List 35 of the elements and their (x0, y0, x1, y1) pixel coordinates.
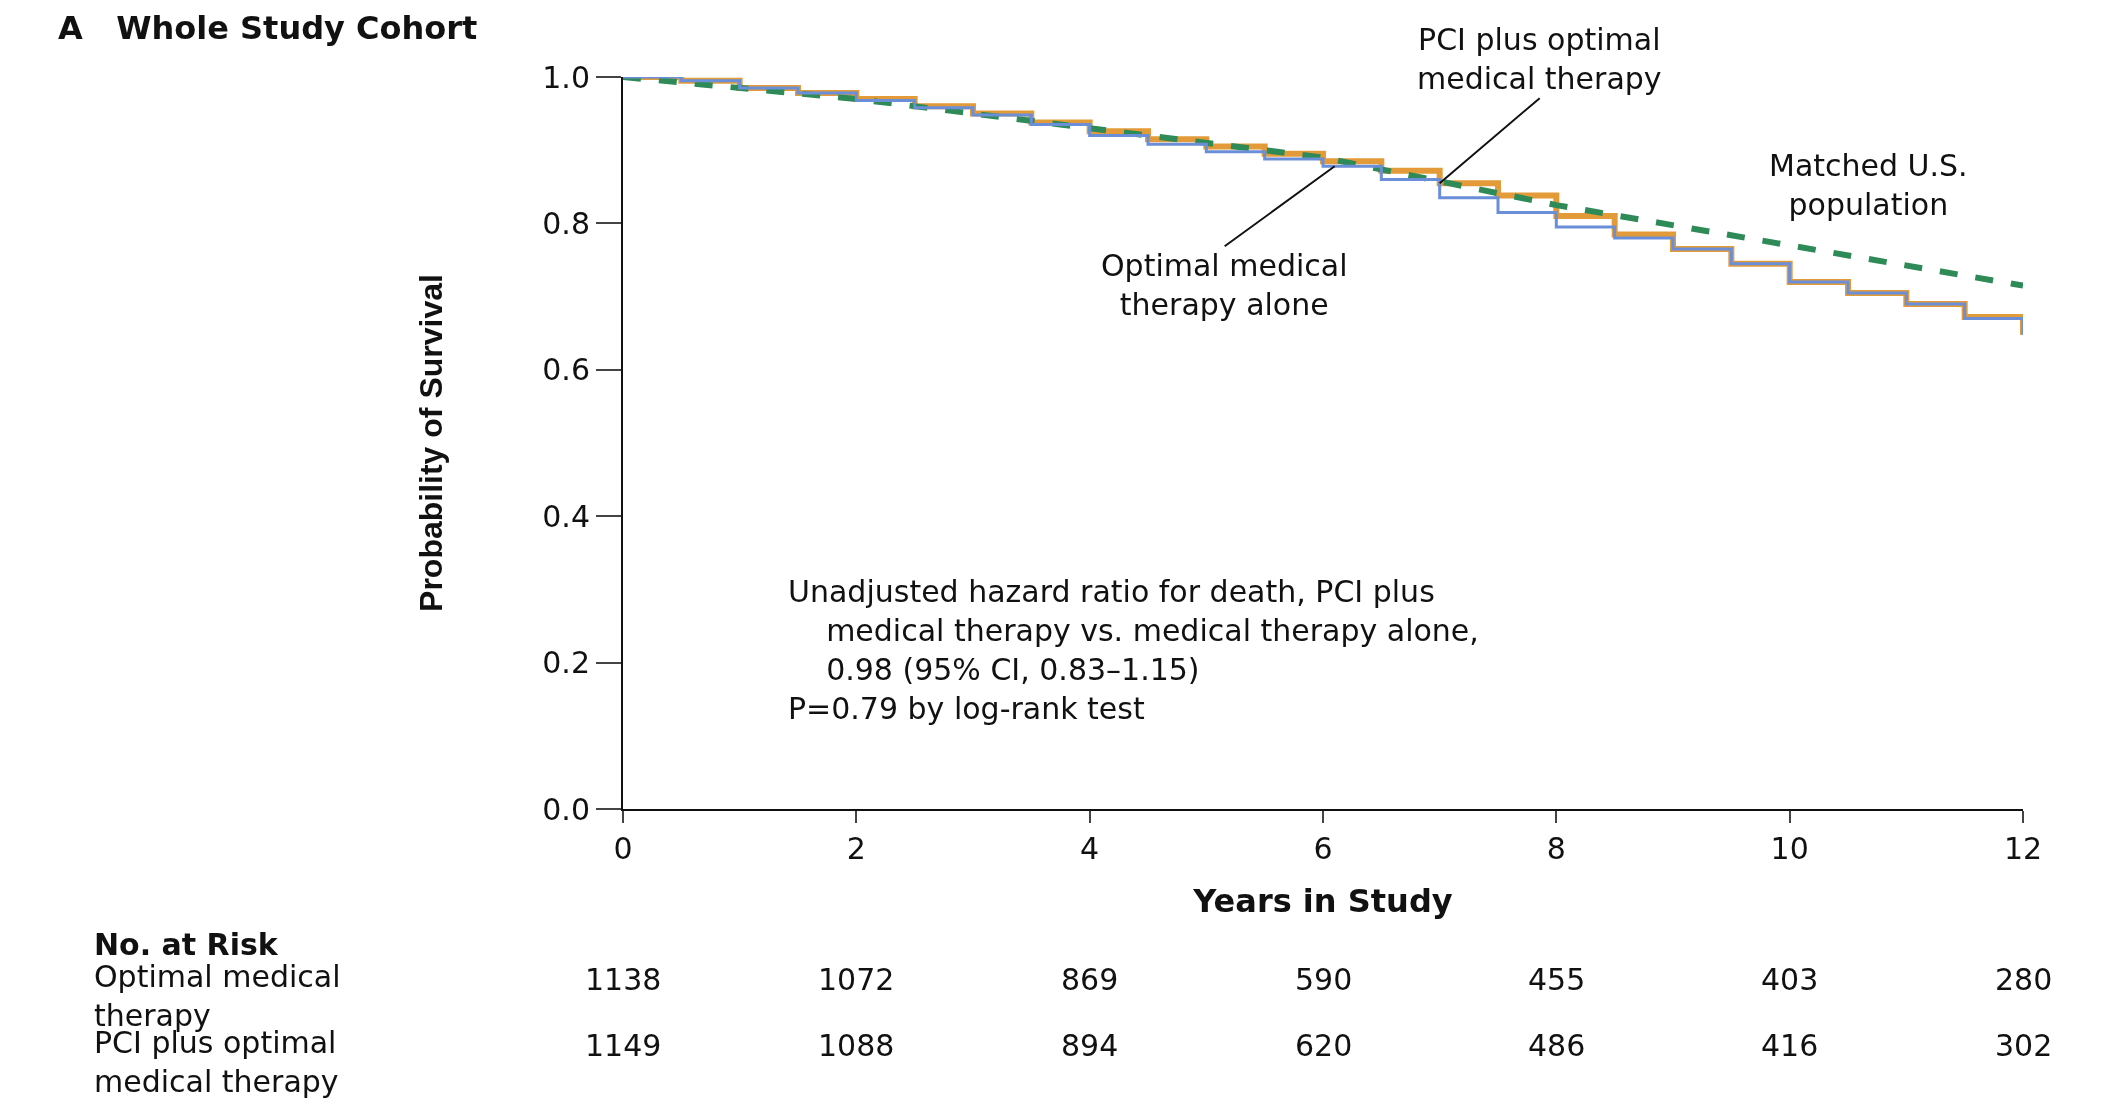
annotation: Matched U.S. population (1769, 148, 1968, 222)
text: 620 (1295, 1028, 1353, 1063)
y-tick-label: 0.0 (542, 791, 590, 827)
text: 486 (1528, 1028, 1586, 1063)
y-tick-label: 0.4 (542, 498, 590, 534)
text: 869 (1061, 962, 1119, 997)
x-tick-label: 0 (613, 831, 633, 866)
text: 403 (1761, 962, 1819, 997)
x-tick-label: 4 (1080, 831, 1100, 866)
text: 280 (1995, 962, 2053, 997)
y-tick-label: 1.0 (542, 59, 590, 95)
annotation: Unadjusted hazard ratio for death, PCI plus medical therapy vs. medical therapy alone, 0.98 (95% CI, 0.83–1.15) P=0.79 by log-rank test (788, 574, 1479, 726)
text: 455 (1528, 962, 1586, 997)
x-tick-label: 10 (1770, 831, 1809, 866)
annotation: Optimal medical therapy alone (1101, 248, 1348, 322)
y-tick-label: 0.6 (542, 352, 590, 388)
y-axis-title: Probability of Survival (413, 274, 450, 612)
text: 1138 (585, 962, 662, 997)
text: 416 (1761, 1028, 1819, 1063)
x-axis-title: Years in Study (1192, 882, 1453, 921)
x-tick-label: 12 (2003, 831, 2043, 866)
y-tick-label: 0.8 (542, 205, 590, 241)
text: 1072 (818, 962, 895, 997)
x-tick-label: 8 (1546, 831, 1566, 866)
text: 590 (1295, 962, 1353, 997)
text: 1149 (585, 1028, 662, 1063)
text: No. at Risk (94, 927, 279, 962)
text: 302 (1995, 1028, 2053, 1063)
text: 1088 (818, 1028, 895, 1063)
x-tick-label: 6 (1313, 831, 1333, 866)
text: A Whole Study Cohort (58, 9, 478, 47)
annotation: PCI plus optimal medical therapy (1417, 22, 1662, 96)
x-tick-label: 2 (846, 831, 866, 866)
text: 894 (1061, 1028, 1119, 1063)
y-tick-label: 0.2 (542, 645, 590, 681)
